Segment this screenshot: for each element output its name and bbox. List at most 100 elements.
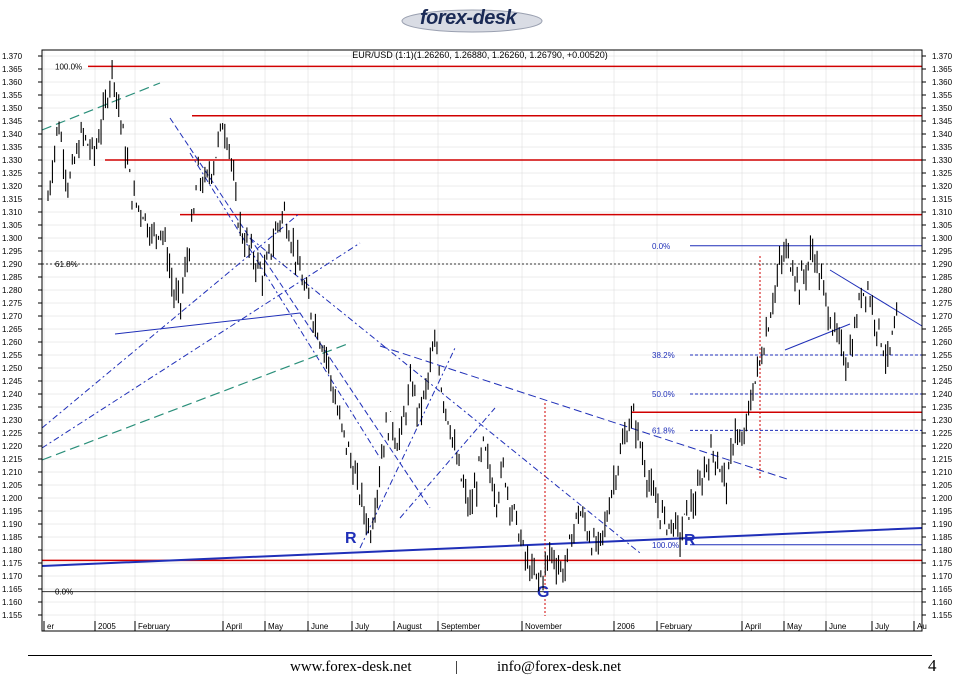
ytick-label-right: 1.285 xyxy=(932,273,953,282)
ytick-label-right: 1.295 xyxy=(932,247,953,256)
ytick-label-right: 1.185 xyxy=(932,533,953,542)
ytick-label-left: 1.290 xyxy=(2,260,23,269)
ytick-label-right: 1.275 xyxy=(932,299,953,308)
trendline xyxy=(189,152,381,459)
trendline xyxy=(41,342,351,461)
ytick-label-right: 1.370 xyxy=(932,52,953,61)
xtick-label: 2005 xyxy=(98,622,116,631)
ytick-label-left: 1.235 xyxy=(2,403,23,412)
ytick-label-left: 1.365 xyxy=(2,65,23,74)
ytick-label-left: 1.185 xyxy=(2,533,23,542)
trendline xyxy=(41,242,361,449)
ytick-label-right: 1.165 xyxy=(932,585,953,594)
ytick-label-left: 1.220 xyxy=(2,442,23,451)
brand-name: forex-desk xyxy=(420,7,517,29)
ytick-label-right: 1.225 xyxy=(932,429,953,438)
ytick-label-right: 1.235 xyxy=(932,403,953,412)
trendline xyxy=(114,312,301,335)
ytick-label-left: 1.190 xyxy=(2,520,23,529)
trendline xyxy=(784,323,851,351)
pattern-label: G xyxy=(537,584,549,601)
footer-website[interactable]: www.forex-desk.net xyxy=(290,659,412,675)
xtick-label: er xyxy=(47,622,54,631)
levels-layer: 100.0% 61.8% 0.0% 0.0% 38.2% 50.0% 61.8% 100.0% xyxy=(42,62,922,597)
footer-separator: | xyxy=(455,659,459,675)
ytick-label-left: 1.230 xyxy=(2,416,23,425)
brand-logo xyxy=(400,6,545,34)
ytick-label-right: 1.365 xyxy=(932,65,953,74)
trendline xyxy=(41,82,161,131)
ytick-label-right: 1.240 xyxy=(932,390,953,399)
xtick-label: Au xyxy=(917,622,927,631)
ytick-label-left: 1.245 xyxy=(2,377,23,386)
ytick-label-right: 1.310 xyxy=(932,208,953,217)
ytick-label-left: 1.255 xyxy=(2,351,23,360)
ytick-label-right: 1.335 xyxy=(932,143,953,152)
ytick-label-left: 1.360 xyxy=(2,78,23,87)
ytick-label-right: 1.320 xyxy=(932,182,953,191)
fib-label-right: 61.8% xyxy=(652,426,675,435)
xtick-label: July xyxy=(875,622,889,631)
ytick-label-left: 1.370 xyxy=(2,52,23,61)
fib-label-left: 100.0% xyxy=(55,62,82,71)
ytick-label-right: 1.195 xyxy=(932,507,953,516)
ytick-label-right: 1.315 xyxy=(932,195,953,204)
ytick-label-left: 1.285 xyxy=(2,273,23,282)
ytick-label-right: 1.170 xyxy=(932,572,953,581)
xtick-label: May xyxy=(787,622,802,631)
ytick-label-left: 1.310 xyxy=(2,208,23,217)
ytick-label-right: 1.245 xyxy=(932,377,953,386)
ytick-label-left: 1.205 xyxy=(2,481,23,490)
page-number: 4 xyxy=(928,656,937,675)
ytick-label-right: 1.255 xyxy=(932,351,953,360)
axes-layer: 1.155 1.155 1.160 1.160 1.165 1.165 1.170 1.170… xyxy=(2,49,953,632)
footer-email[interactable]: info@forex-desk.net xyxy=(497,659,622,675)
ytick-label-right: 1.160 xyxy=(932,598,953,607)
ytick-label-left: 1.320 xyxy=(2,182,23,191)
fib-label-left: 0.0% xyxy=(55,588,73,597)
ytick-label-left: 1.275 xyxy=(2,299,23,308)
ytick-label-left: 1.280 xyxy=(2,286,23,295)
ytick-label-left: 1.270 xyxy=(2,312,23,321)
pattern-label: R xyxy=(684,532,696,549)
plot-frame xyxy=(41,49,923,632)
xtick-label: April xyxy=(745,622,761,631)
trendline xyxy=(41,527,923,567)
fib-label-right: 0.0% xyxy=(652,242,670,251)
xtick-label: June xyxy=(829,622,847,631)
trendline xyxy=(359,347,456,549)
pattern-label: R xyxy=(345,530,357,547)
xtick-label: July xyxy=(355,622,369,631)
ytick-label-left: 1.175 xyxy=(2,559,23,568)
ytick-label-left: 1.350 xyxy=(2,104,23,113)
ytick-label-right: 1.210 xyxy=(932,468,953,477)
xtick-label: November xyxy=(525,622,562,631)
xtick-label: August xyxy=(397,622,423,631)
ytick-label-left: 1.325 xyxy=(2,169,23,178)
ytick-label-right: 1.205 xyxy=(932,481,953,490)
ytick-label-left: 1.305 xyxy=(2,221,23,230)
ytick-label-right: 1.330 xyxy=(932,156,953,165)
fib-label-right: 100.0% xyxy=(652,541,679,550)
ytick-label-left: 1.250 xyxy=(2,364,23,373)
trendline xyxy=(249,237,641,554)
ytick-label-right: 1.250 xyxy=(932,364,953,373)
trendline xyxy=(829,269,923,327)
ytick-label-right: 1.265 xyxy=(932,325,953,334)
ytick-label-right: 1.355 xyxy=(932,91,953,100)
xtick-label: April xyxy=(226,622,242,631)
ytick-label-right: 1.280 xyxy=(932,286,953,295)
ytick-label-left: 1.315 xyxy=(2,195,23,204)
ytick-label-left: 1.160 xyxy=(2,598,23,607)
ytick-label-left: 1.340 xyxy=(2,130,23,139)
xtick-label: June xyxy=(311,622,329,631)
ytick-label-right: 1.270 xyxy=(932,312,953,321)
ytick-label-left: 1.200 xyxy=(2,494,23,503)
ytick-label-left: 1.295 xyxy=(2,247,23,256)
ytick-label-left: 1.335 xyxy=(2,143,23,152)
ytick-label-left: 1.355 xyxy=(2,91,23,100)
ytick-label-right: 1.340 xyxy=(932,130,953,139)
ytick-label-right: 1.260 xyxy=(932,338,953,347)
xtick-label: September xyxy=(441,622,480,631)
ytick-label-right: 1.300 xyxy=(932,234,953,243)
